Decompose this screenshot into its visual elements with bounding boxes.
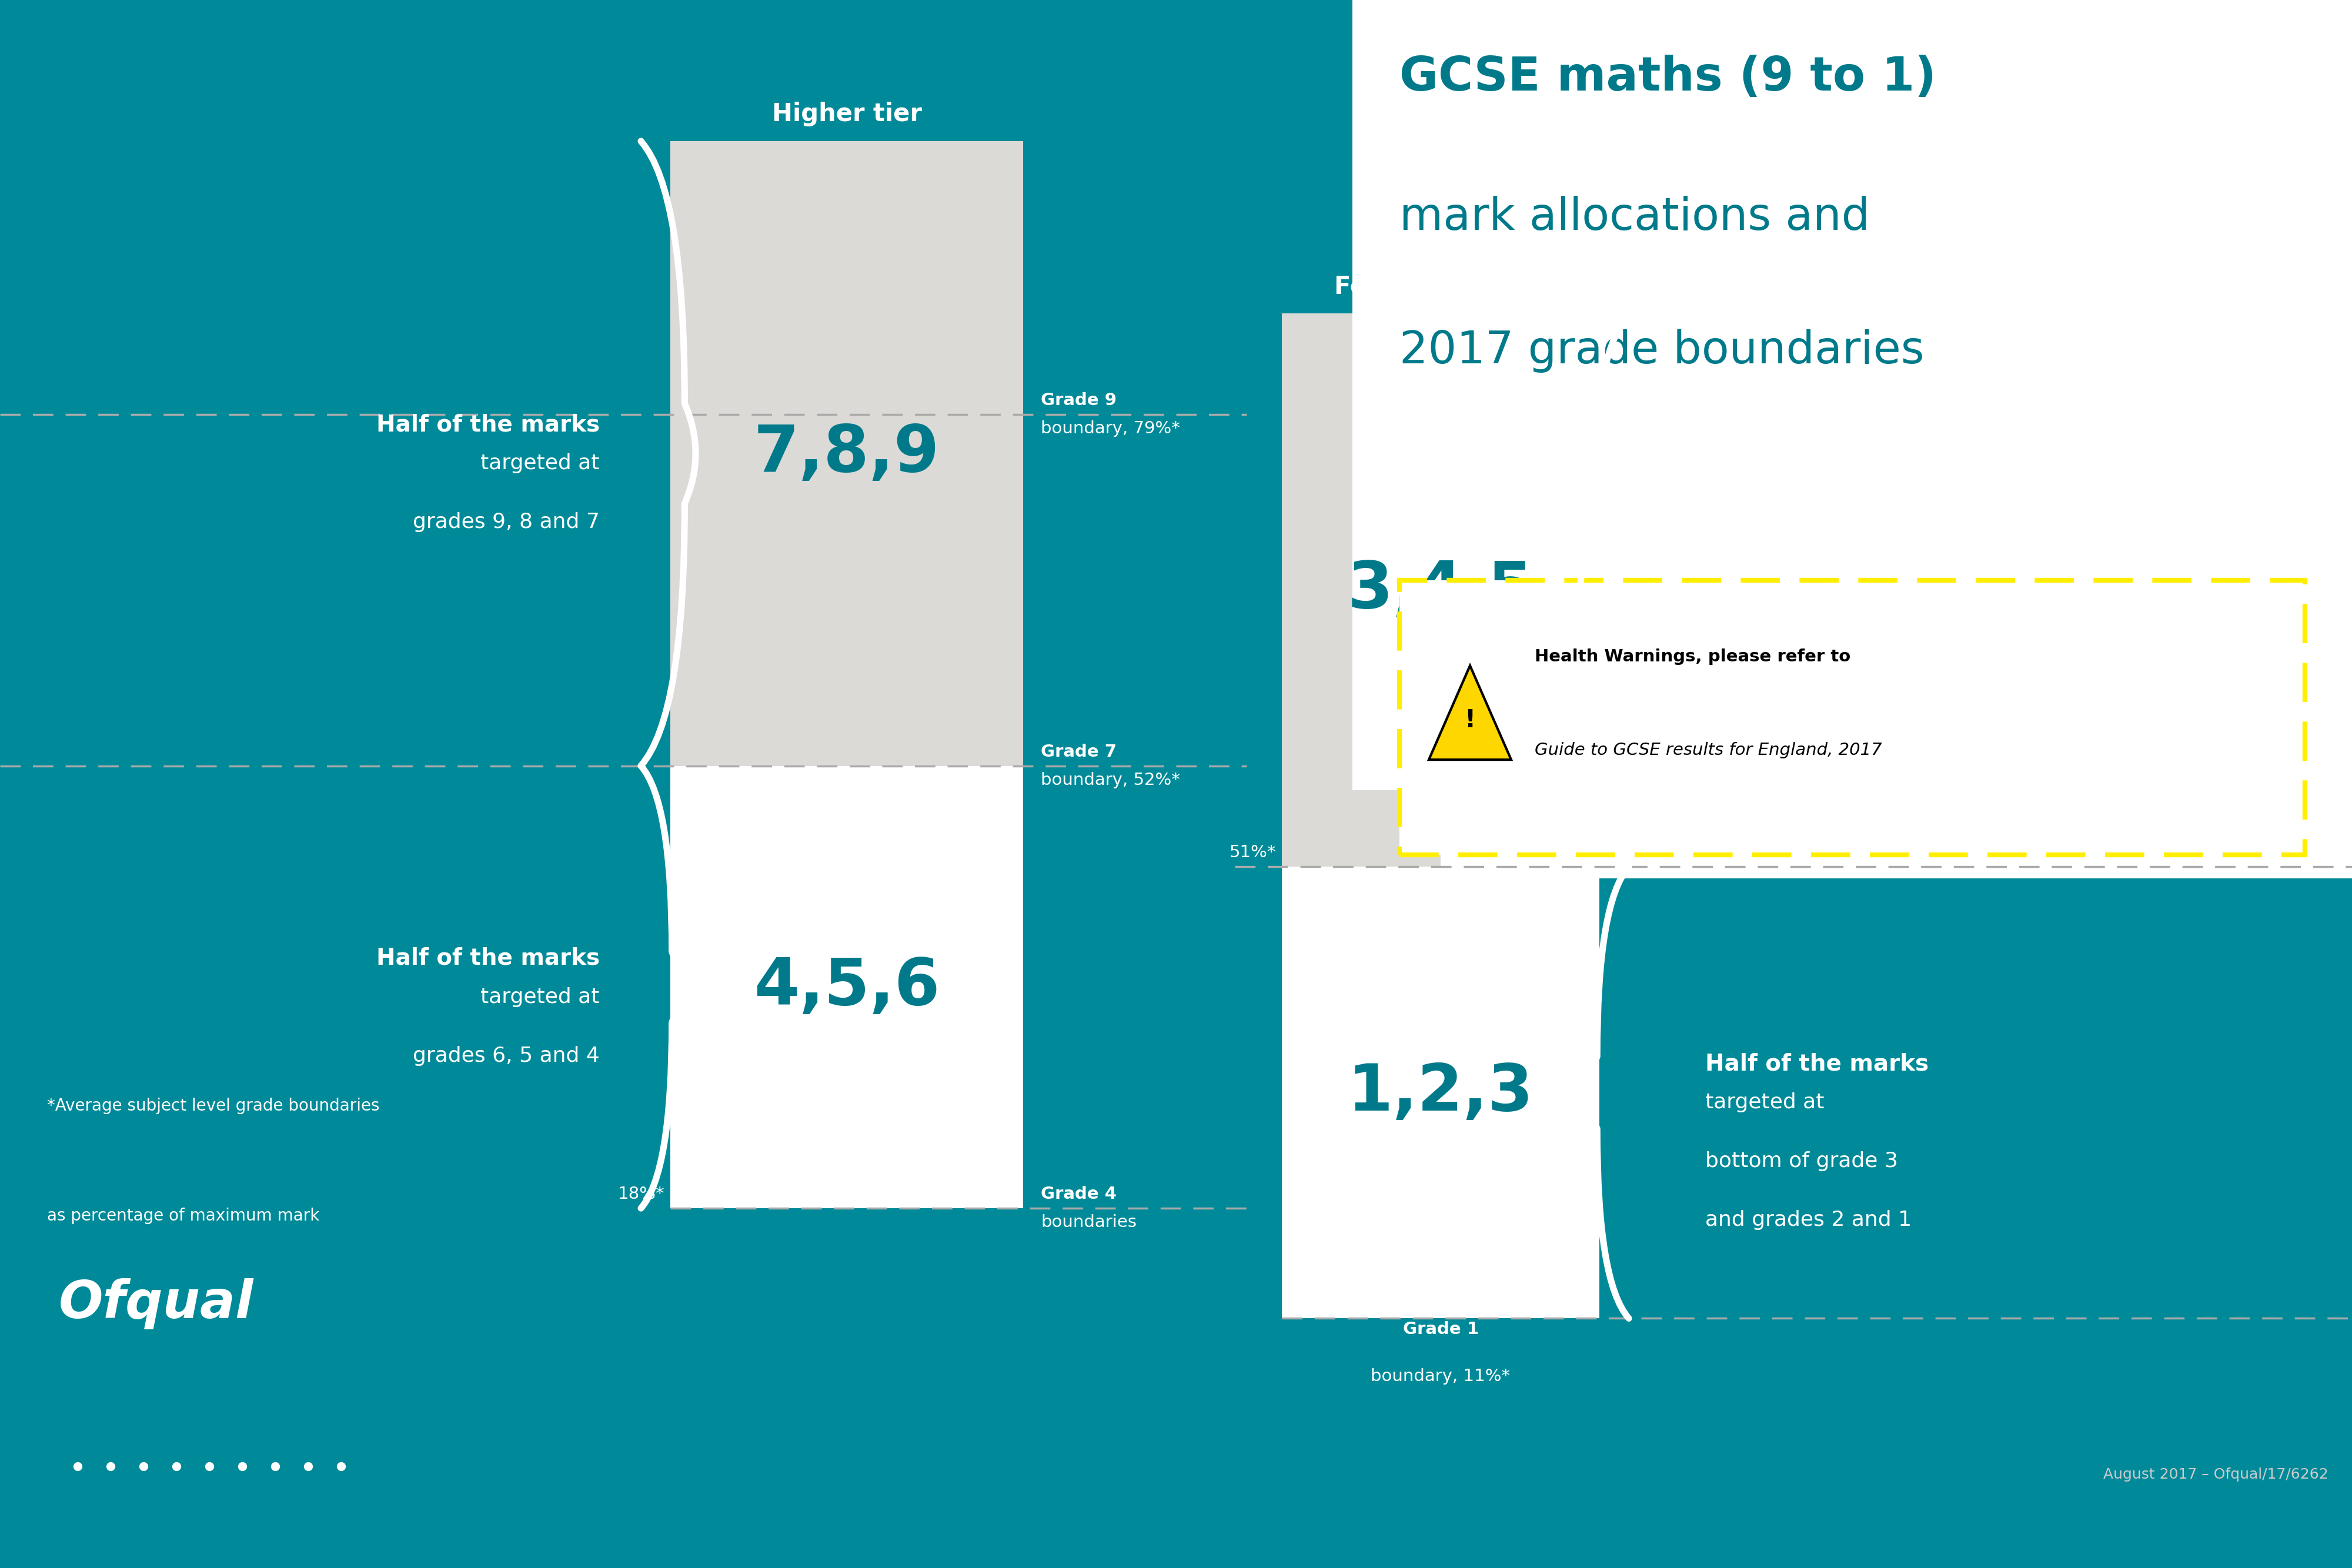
- Text: Half of the marks: Half of the marks: [1705, 1052, 1929, 1076]
- Text: Grade 9: Grade 9: [1040, 392, 1117, 409]
- Text: grades 6, 5 and 4: grades 6, 5 and 4: [414, 1046, 600, 1066]
- Text: Half of the marks: Half of the marks: [376, 947, 600, 969]
- Text: Health Warnings, please refer to: Health Warnings, please refer to: [1534, 649, 1851, 665]
- Bar: [1399, 580, 2305, 855]
- Text: GCSE maths (9 to 1): GCSE maths (9 to 1): [1399, 55, 1936, 100]
- Text: Half of the marks: Half of the marks: [376, 414, 600, 436]
- Text: targeted at: targeted at: [1705, 1093, 1825, 1113]
- Text: Grade 4: Grade 4: [1040, 1185, 1117, 1203]
- Text: August 2017 – Ofqual/17/6262: August 2017 – Ofqual/17/6262: [2103, 1468, 2328, 1482]
- Text: targeted at: targeted at: [480, 453, 600, 474]
- Text: Guide to GCSE results for England, 2017: Guide to GCSE results for England, 2017: [1534, 742, 1882, 759]
- Bar: [1352, 0, 2352, 878]
- Text: 3,4,5: 3,4,5: [1348, 558, 1534, 621]
- Bar: [1282, 314, 1599, 867]
- Text: 1,2,3: 1,2,3: [1348, 1062, 1534, 1124]
- Bar: [1352, 0, 2352, 790]
- Text: targeted at: targeted at: [1705, 590, 1825, 610]
- Text: 7,8,9: 7,8,9: [753, 422, 941, 485]
- Text: boundaries: boundaries: [1040, 1214, 1136, 1231]
- Text: grades 5, 4 and: grades 5, 4 and: [1705, 649, 1872, 670]
- Text: top of grade 3: top of grade 3: [1705, 707, 1856, 728]
- Text: Ofqual: Ofqual: [59, 1278, 254, 1330]
- Bar: [670, 765, 1023, 1209]
- Text: grades 9, 8 and 7: grades 9, 8 and 7: [414, 513, 600, 532]
- Bar: [1439, 784, 2352, 878]
- Bar: [670, 141, 1023, 765]
- Text: Grade 7: Grade 7: [1040, 743, 1117, 760]
- Text: Grade 1: Grade 1: [1402, 1322, 1479, 1338]
- Text: mark allocations and: mark allocations and: [1399, 196, 1870, 240]
- Text: 18%*: 18%*: [619, 1185, 666, 1203]
- Text: targeted at: targeted at: [480, 988, 600, 1007]
- Polygon shape: [1428, 666, 1510, 759]
- Text: !: !: [1465, 709, 1475, 732]
- Text: boundary, 79%*: boundary, 79%*: [1040, 420, 1181, 437]
- Text: boundary, 52%*: boundary, 52%*: [1040, 771, 1181, 789]
- Text: 51%*: 51%*: [1230, 845, 1275, 861]
- Text: 4,5,6: 4,5,6: [753, 955, 941, 1019]
- Text: Foundation tier: Foundation tier: [1334, 274, 1548, 299]
- Bar: [1282, 867, 1599, 1319]
- Text: Half of the marks: Half of the marks: [1705, 550, 1929, 572]
- Text: *Average subject level grade boundaries: *Average subject level grade boundaries: [47, 1098, 379, 1113]
- Text: 2017 grade boundaries: 2017 grade boundaries: [1399, 329, 1924, 373]
- Text: Higher tier: Higher tier: [771, 102, 922, 127]
- Text: bottom of grade 3: bottom of grade 3: [1705, 1151, 1898, 1171]
- Text: as percentage of maximum mark: as percentage of maximum mark: [47, 1207, 320, 1223]
- Text: and grades 2 and 1: and grades 2 and 1: [1705, 1210, 1912, 1231]
- FancyBboxPatch shape: [1355, 0, 2352, 875]
- Text: boundary, 11%*: boundary, 11%*: [1371, 1369, 1510, 1385]
